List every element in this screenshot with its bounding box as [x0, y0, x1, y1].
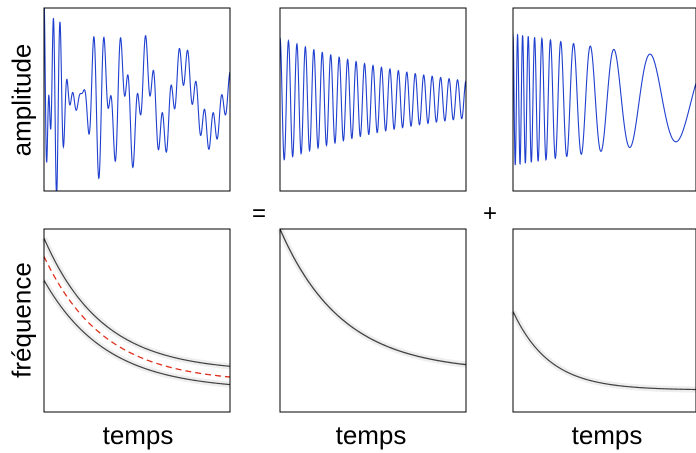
panel-frame-botR	[512, 228, 696, 413]
spectrogram-ridge-component-1-halo	[277, 227, 467, 368]
spectrogram-ridge-component-1	[279, 228, 467, 366]
time-axis-label-2: temps	[335, 420, 407, 450]
panel-frame-topL	[43, 7, 231, 192]
spectrogram-ridge-component-2	[512, 311, 696, 391]
mean-frequency-dashed-line	[43, 256, 231, 378]
signal-sum-waveform	[44, 8, 230, 191]
equals-sign: =	[251, 200, 267, 227]
spectrogram-ridge-lower	[43, 279, 231, 386]
signal-component-2-waveform	[513, 33, 696, 166]
spectrogram-ridge-upper	[43, 237, 231, 367]
plus-sign: +	[482, 200, 498, 227]
panel-frame-botL	[43, 228, 231, 413]
panel-frame-topM	[279, 7, 467, 192]
time-axis-label-3: temps	[571, 420, 643, 450]
signal-component-1-waveform	[280, 37, 466, 161]
spectrogram-ridge-component-2-halo	[510, 310, 696, 393]
spectrogram-ridge-upper-halo	[41, 236, 231, 370]
panel-frame-botM	[279, 228, 467, 413]
panel-frame-topR	[512, 7, 696, 192]
spectrogram-ridge-lower-halo	[41, 278, 231, 388]
time-axis-label-1: temps	[102, 420, 174, 450]
amplitude-axis-label: amplitude	[6, 43, 37, 157]
frequency-axis-label: fréquence	[6, 262, 37, 378]
